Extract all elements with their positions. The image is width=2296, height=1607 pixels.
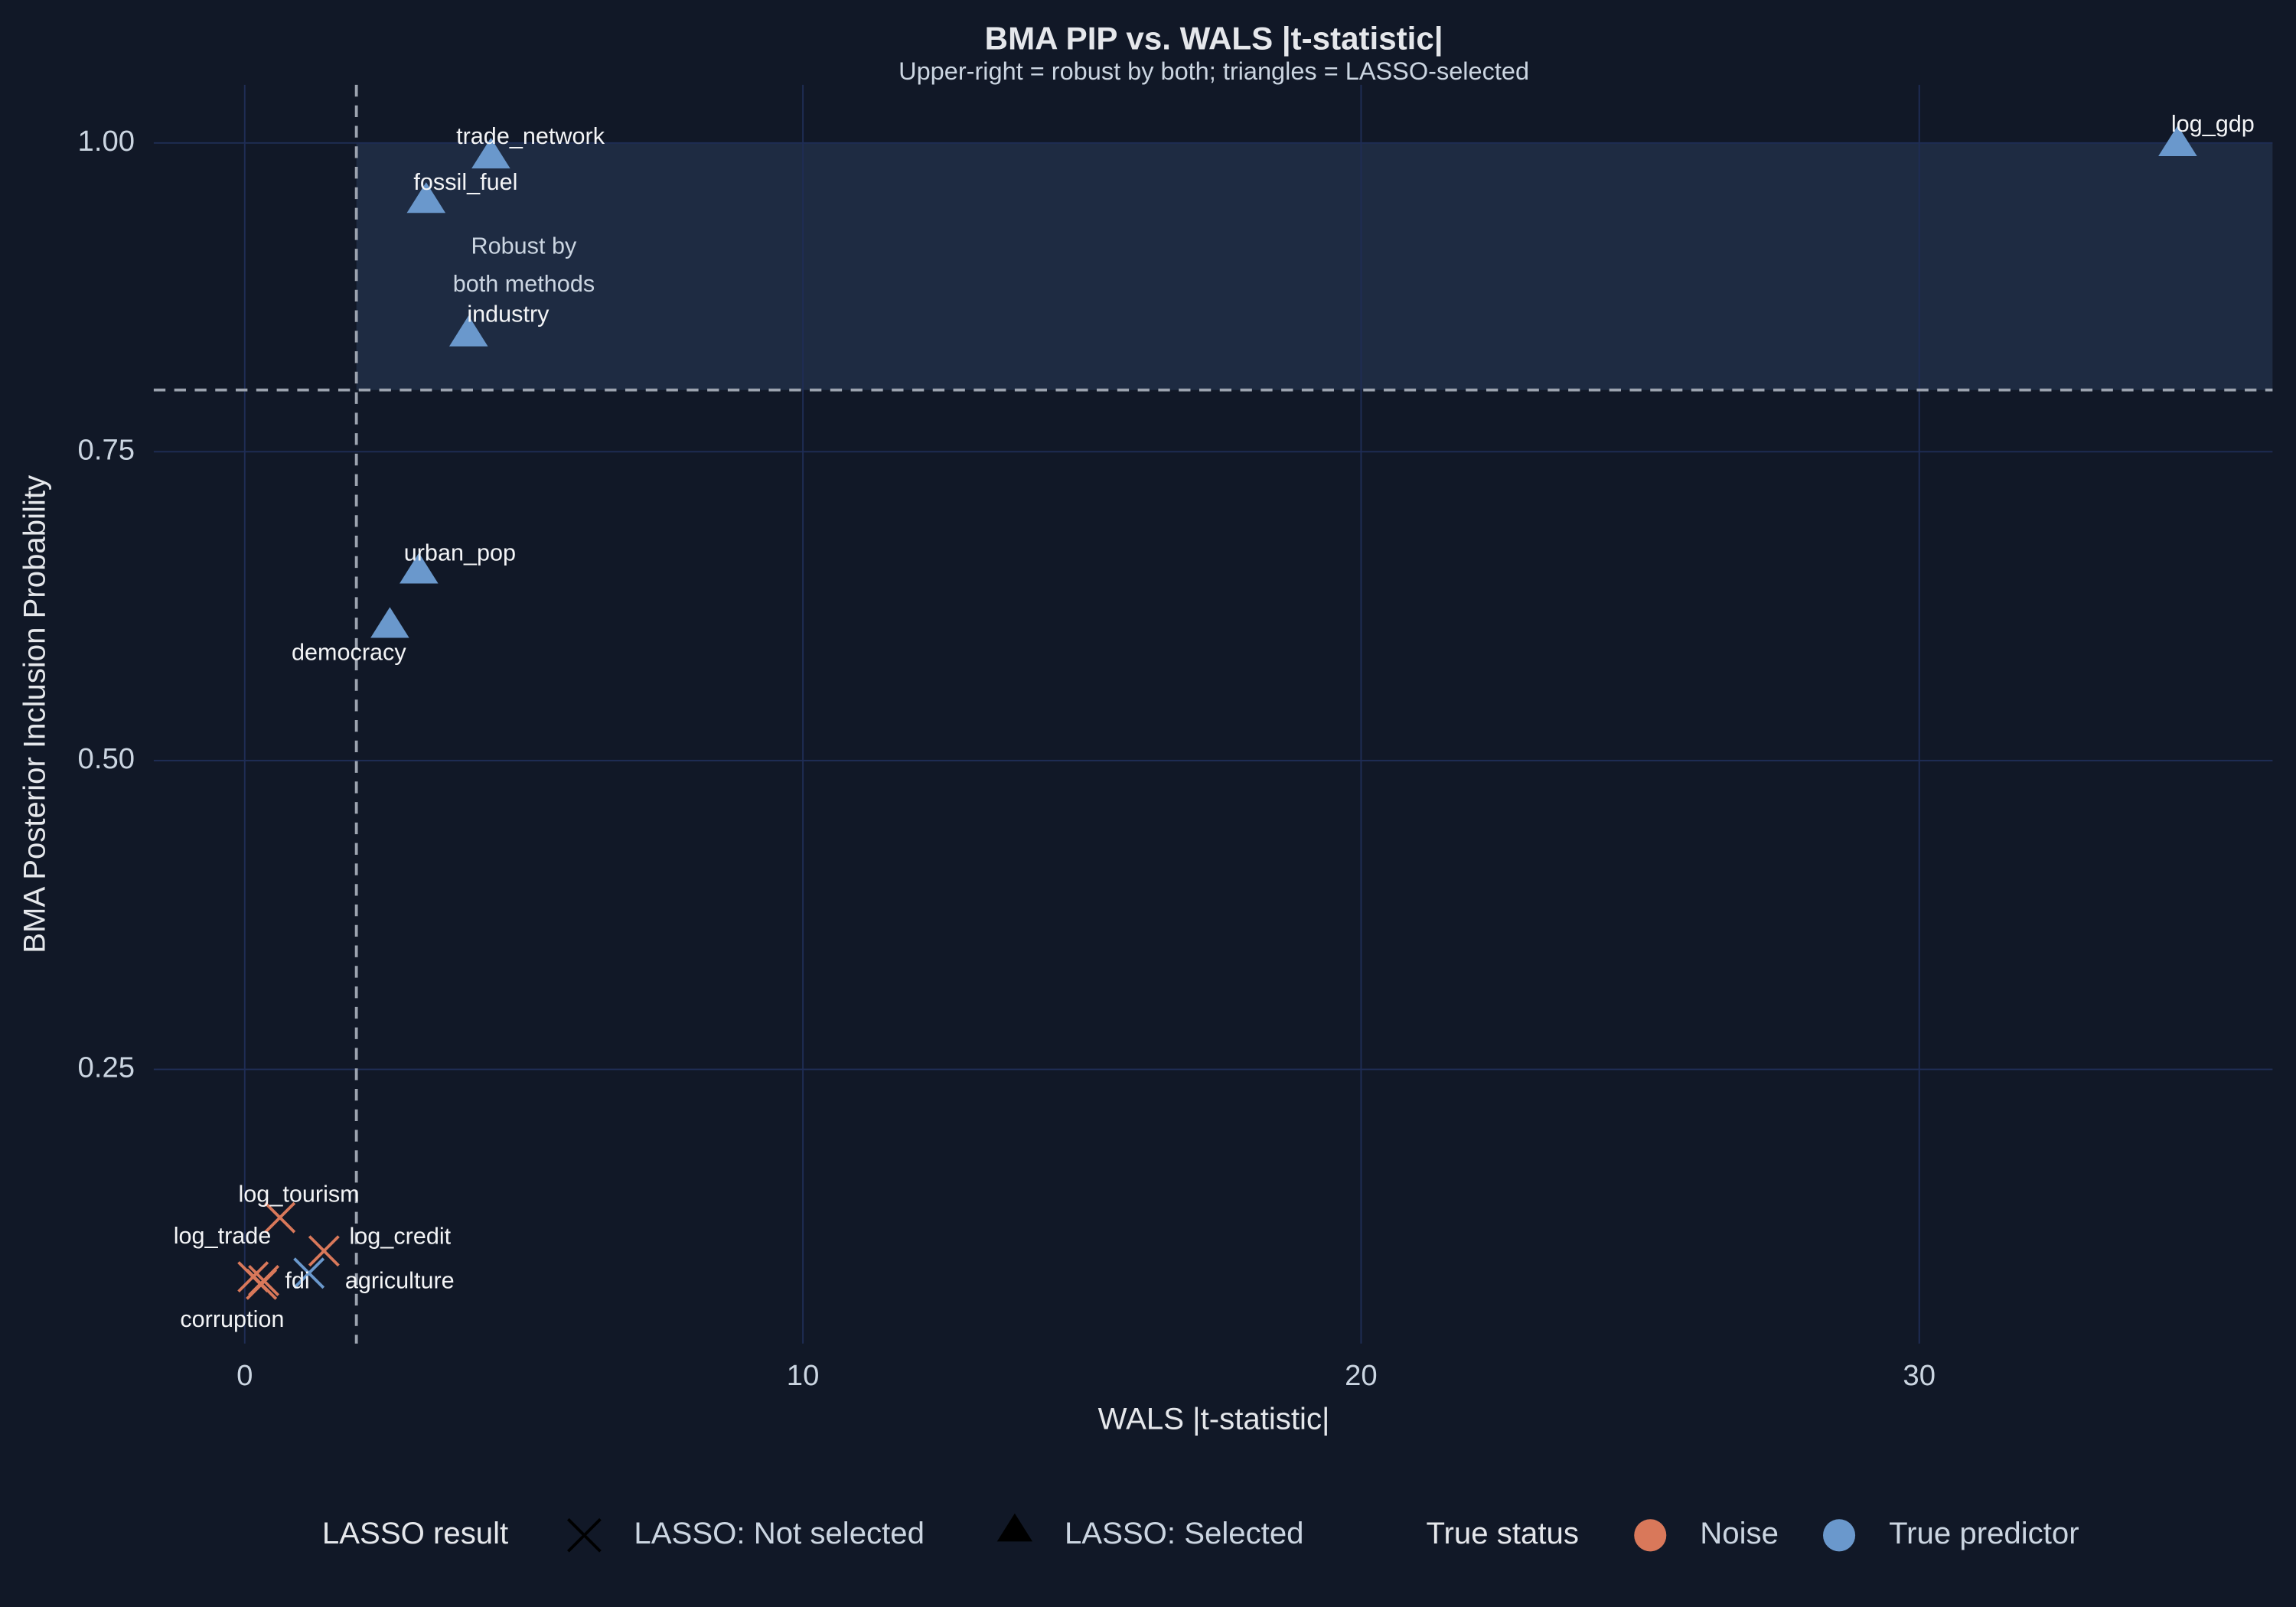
x-tick-label: 10 — [787, 1359, 820, 1392]
point-label: industry — [467, 302, 550, 328]
chart-subtitle: Upper-right = robust by both; triangles … — [899, 57, 1529, 85]
legend-key — [996, 1513, 1033, 1542]
robust-region — [356, 142, 2273, 390]
point-not-selected — [246, 1268, 278, 1300]
point-selected — [400, 553, 439, 584]
legend-label: LASSO: Not selected — [634, 1516, 925, 1550]
legend-label: True predictor — [1889, 1516, 2079, 1550]
point-label: log_tourism — [239, 1181, 360, 1207]
legend-title: LASSO result — [322, 1516, 508, 1550]
legend-key — [566, 1517, 602, 1553]
legend-label: LASSO: Selected — [1065, 1516, 1304, 1550]
y-tick-label: 0.50 — [78, 742, 135, 775]
point-not-selected — [264, 1201, 296, 1234]
point-selected — [471, 137, 510, 169]
point-label: corruption — [180, 1306, 284, 1332]
point-label: log_trade — [174, 1223, 272, 1249]
point-label: fossil_fuel — [413, 169, 517, 195]
point-selected — [370, 607, 409, 638]
point-label: log_credit — [349, 1224, 451, 1250]
y-tick-label: 0.75 — [78, 433, 135, 466]
chart-title: BMA PIP vs. WALS |t-statistic| — [985, 21, 1443, 57]
point-label: trade_network — [456, 123, 605, 149]
annotation: Robust by — [471, 233, 577, 259]
x-tick-label: 30 — [1903, 1359, 1936, 1392]
point-label: fdi — [285, 1267, 309, 1293]
point-label: log_gdp — [2171, 111, 2255, 137]
y-tick-label: 1.00 — [78, 125, 135, 158]
legend-title: True status — [1427, 1516, 1579, 1550]
y-axis-label: BMA Posterior Inclusion Probability — [17, 475, 51, 953]
x-axis-label: WALS |t-statistic| — [1098, 1402, 1330, 1436]
x-tick-label: 0 — [236, 1359, 253, 1392]
point-label: democracy — [292, 640, 406, 666]
point-label: agriculture — [345, 1267, 455, 1293]
point-selected — [2158, 125, 2197, 157]
y-tick-label: 0.25 — [78, 1051, 135, 1084]
legend-key — [1823, 1519, 1856, 1552]
point-not-selected — [308, 1235, 340, 1267]
point-selected — [406, 182, 446, 214]
x-tick-label: 20 — [1345, 1359, 1378, 1392]
point-label: urban_pop — [404, 539, 516, 566]
legend-label: Noise — [1700, 1516, 1779, 1550]
point-selected — [448, 315, 488, 347]
annotation: both methods — [453, 271, 595, 297]
point-not-selected — [293, 1257, 325, 1289]
legend-key — [1634, 1519, 1667, 1552]
